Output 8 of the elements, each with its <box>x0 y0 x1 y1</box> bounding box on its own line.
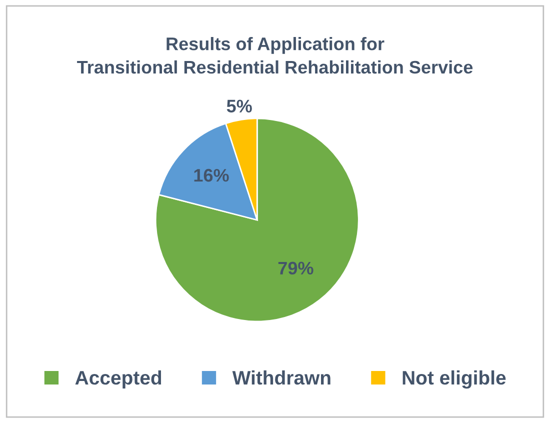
data-label: 5% <box>226 100 252 113</box>
data-label: 79% <box>278 262 314 275</box>
legend-label: Not eligible <box>402 370 506 389</box>
legend-label: Withdrawn <box>232 370 330 385</box>
legend-label: Accepted <box>75 370 162 388</box>
data-label: 16% <box>194 168 229 182</box>
chart-title: Results of Application for Transitional Residential Rehabilitation Service <box>77 37 473 74</box>
pie-slice <box>154 118 360 322</box>
